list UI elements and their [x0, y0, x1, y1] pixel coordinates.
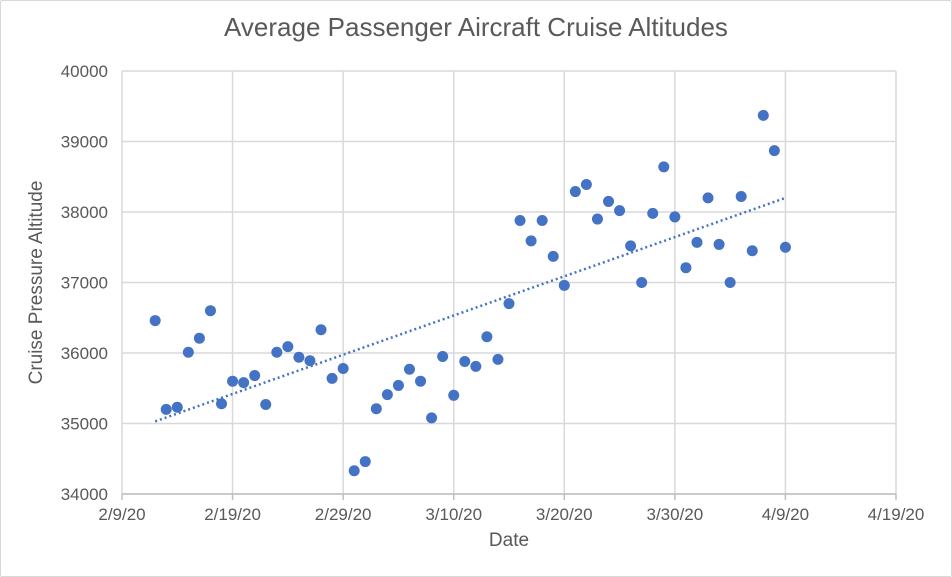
data-point: [746, 245, 758, 257]
data-point: [160, 403, 172, 415]
data-point: [768, 145, 780, 157]
y-tick-label: 37000: [61, 274, 108, 293]
x-tick-label: 2/19/20: [204, 505, 261, 524]
x-tick-label: 2/29/20: [315, 505, 372, 524]
data-point: [149, 315, 161, 327]
data-point: [293, 351, 305, 363]
y-axis-title: Cruise Pressure Altitude: [26, 181, 47, 385]
data-point: [216, 398, 228, 410]
y-tick-label: 34000: [61, 485, 108, 504]
data-point: [260, 398, 272, 410]
y-tick-label: 38000: [61, 203, 108, 222]
data-point: [669, 211, 681, 223]
data-point: [315, 324, 327, 336]
data-point: [757, 109, 769, 121]
x-tick-label: 4/9/20: [762, 505, 809, 524]
data-point: [702, 192, 714, 204]
data-point: [182, 346, 194, 358]
data-point: [558, 279, 570, 291]
y-tick-label: 36000: [61, 344, 108, 363]
data-point: [282, 341, 294, 353]
data-point: [724, 277, 736, 288]
data-point: [392, 379, 404, 391]
data-point: [503, 298, 515, 310]
data-point: [614, 205, 626, 217]
x-tick-label: 3/10/20: [425, 505, 482, 524]
data-point: [658, 161, 670, 173]
data-point: [271, 346, 283, 358]
data-point: [304, 355, 316, 367]
x-tick-label: 3/30/20: [646, 505, 703, 524]
tick-labels: 34000 35000 36000 37000 38000 39000 40000 2/9/2…: [61, 62, 925, 524]
data-point: [525, 235, 537, 247]
axes: [121, 493, 897, 500]
data-point: [448, 389, 460, 401]
data-point: [603, 195, 615, 207]
trendline-group: [154, 196, 786, 423]
data-point: [370, 403, 382, 415]
data-point: [735, 190, 747, 202]
data-point: [193, 332, 205, 344]
data-point: [437, 351, 449, 363]
data-point: [636, 277, 648, 288]
y-tick-label: 40000: [61, 62, 108, 81]
data-point: [238, 377, 250, 389]
data-point: [326, 372, 338, 384]
data-point: [691, 236, 703, 248]
data-point: [713, 238, 725, 250]
data-point: [547, 250, 559, 262]
data-point: [204, 305, 216, 317]
data-point: [426, 412, 438, 424]
data-point: [403, 363, 415, 375]
data-point: [381, 389, 393, 401]
data-point: [415, 375, 427, 387]
data-point: [171, 401, 183, 413]
data-point: [348, 465, 360, 477]
x-tick-label: 3/20/20: [536, 505, 593, 524]
data-point: [680, 262, 692, 274]
x-tick-label: 2/9/20: [98, 505, 145, 524]
data-point: [459, 355, 471, 367]
data-points: [149, 109, 791, 477]
data-point: [536, 214, 548, 226]
data-point: [580, 179, 592, 191]
data-point: [470, 360, 482, 372]
trendline: [154, 196, 786, 423]
data-point: [647, 207, 659, 219]
data-point: [249, 370, 261, 382]
y-tick-label: 39000: [61, 133, 108, 152]
data-point: [492, 353, 504, 365]
data-point: [359, 456, 371, 468]
x-tick-label: 4/19/20: [868, 505, 925, 524]
chart-title: Average Passenger Aircraft Cruise Altitu…: [224, 12, 728, 42]
data-point: [227, 375, 239, 387]
data-point: [337, 363, 349, 375]
x-axis-title: Date: [489, 530, 529, 551]
data-point: [514, 214, 526, 226]
data-point: [625, 240, 637, 252]
gridlines: [121, 70, 897, 495]
data-point: [591, 213, 603, 225]
data-point: [779, 241, 791, 253]
y-tick-label: 35000: [61, 415, 108, 434]
data-point: [481, 331, 493, 343]
data-point: [569, 186, 581, 198]
